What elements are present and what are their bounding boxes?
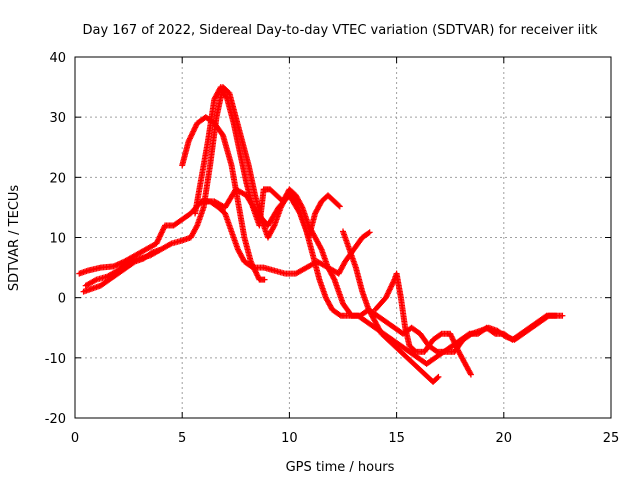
data-point: [296, 209, 303, 216]
data-point: [552, 312, 559, 319]
x-tick-label: 0: [71, 431, 79, 446]
data-point: [365, 230, 372, 237]
series-track-1: [76, 198, 373, 277]
axis-ticks: 0 5 10 15 20 25 -20 -10 0 10 20 30 40: [45, 51, 620, 446]
data-point: [223, 94, 230, 101]
y-axis-label: SDTVAR / TECUs: [7, 185, 22, 292]
data-point: [336, 311, 343, 318]
data-point: [435, 373, 442, 380]
series-track-6: [340, 228, 442, 385]
x-axis-label: GPS time / hours: [286, 460, 395, 475]
data-point: [193, 223, 200, 230]
data-point: [544, 313, 551, 320]
series-track-2: [179, 114, 268, 283]
data-point: [559, 312, 566, 319]
data-point: [92, 277, 99, 284]
data-point: [330, 275, 337, 282]
y-tick-label: -10: [45, 352, 66, 367]
x-tick-label: 10: [281, 431, 298, 446]
y-tick-label: 20: [49, 171, 66, 186]
data-point: [219, 131, 226, 138]
data-point: [433, 347, 440, 354]
data-points: [76, 84, 566, 385]
x-tick-label: 5: [178, 431, 186, 446]
data-point: [437, 331, 444, 338]
y-tick-label: -20: [45, 412, 66, 427]
data-point: [167, 241, 174, 248]
y-tick-label: 10: [49, 232, 66, 247]
series-track-7: [372, 270, 474, 378]
series-track-5: [200, 186, 343, 241]
data-point: [261, 276, 268, 283]
data-point: [298, 203, 305, 210]
data-point: [156, 247, 163, 254]
series-track-4: [192, 84, 559, 355]
data-point: [270, 223, 277, 230]
x-tick-label: 25: [603, 431, 620, 446]
y-tick-label: 0: [58, 292, 66, 307]
data-point: [366, 229, 373, 236]
grid: [75, 57, 611, 418]
data-point: [335, 202, 342, 209]
series-track-3: [82, 84, 566, 367]
data-point: [434, 374, 441, 381]
data-point: [467, 371, 474, 378]
x-tick-label: 15: [388, 431, 405, 446]
y-tick-label: 30: [49, 111, 66, 126]
data-point: [467, 370, 474, 377]
data-point: [317, 245, 324, 252]
chart-title: Day 167 of 2022, Sidereal Day-to-day VTE…: [83, 23, 598, 38]
series-track-8: [80, 247, 163, 295]
y-tick-label: 40: [49, 51, 66, 66]
data-point: [336, 203, 343, 210]
x-tick-label: 20: [496, 431, 513, 446]
